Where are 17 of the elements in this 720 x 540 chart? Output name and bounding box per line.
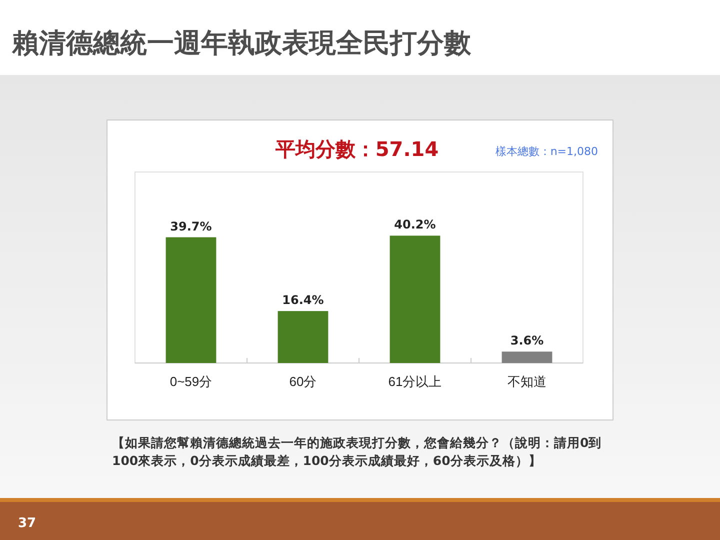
bar — [166, 237, 216, 363]
text: 樣本總數：n=1,080 — [495, 145, 598, 158]
x-tick-label: 61分以上 — [388, 374, 442, 390]
bar — [502, 352, 552, 363]
x-tick-label: 60分 — [289, 374, 317, 390]
x-tick-label: 0~59分 — [170, 374, 212, 390]
text: 37 — [18, 516, 36, 531]
chart-title: 賴清德總統一週年執政表現全民打分數 — [11, 28, 472, 59]
data-label: 3.6% — [510, 334, 544, 348]
x-tick-label: 不知道 — [508, 374, 546, 390]
bar — [278, 311, 328, 363]
data-label: 40.2% — [394, 218, 436, 232]
chart-subtitle: 平均分數：57.14 — [274, 137, 439, 161]
data-label: 39.7% — [170, 219, 212, 234]
text: 【如果請您幫賴清德總統過去一年的施政表現打分數，您會給幾分？（說明：請用0到100來表示，0分表示成績最差，100分表示成績最好，60分表示及格）】 — [112, 434, 603, 470]
bar — [390, 236, 440, 363]
data-label: 16.4% — [282, 293, 324, 308]
